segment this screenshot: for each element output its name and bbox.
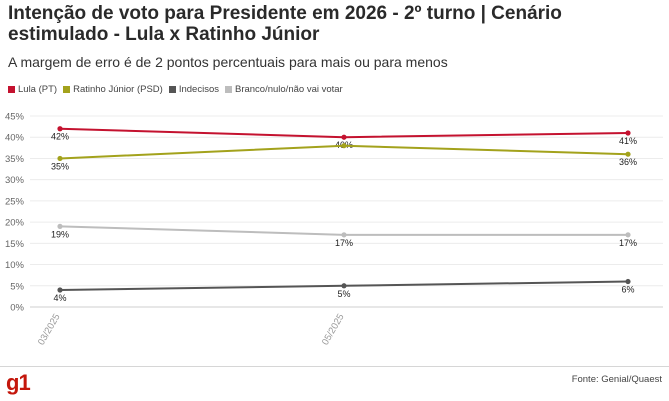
y-tick-label: 5% <box>10 281 24 292</box>
legend: Lula (PT) Ratinho Júnior (PSD) Indecisos Br… <box>8 84 349 95</box>
y-tick-label: 15% <box>5 239 25 250</box>
legend-label: Lula (PT) <box>18 84 58 95</box>
data-label-branco-nulo-nao-vai-votar: 17% <box>335 238 353 248</box>
data-label-indecisos: 5% <box>337 289 350 299</box>
source-note: Fonte: Genial/Quaest <box>571 374 662 385</box>
y-tick-label: 40% <box>5 133 25 144</box>
data-point-indecisos <box>625 278 631 285</box>
x-tick-label: 03/2025 <box>36 312 63 347</box>
y-tick-label: 35% <box>5 154 25 165</box>
chart-subtitle: A margem de erro é de 2 pontos percentua… <box>8 54 448 70</box>
legend-label: Indecisos <box>178 84 219 95</box>
data-point-branco-nulo-nao-vai-votar <box>341 232 347 238</box>
legend-item-ratinho-junior-psd: Ratinho Júnior (PSD) <box>63 84 163 95</box>
y-tick-label: 0% <box>10 303 24 314</box>
data-label-indecisos: 4% <box>53 293 66 303</box>
line-chart: 0% 5% 10% 15% 20% 25% 30% 35% 40% 45% 03/2025 05/20… <box>5 112 663 347</box>
data-point-ratinho-junior-psd <box>625 151 631 157</box>
data-point-indecisos <box>341 283 347 289</box>
footer-divider <box>0 366 669 367</box>
data-point-lula-pt <box>341 134 347 140</box>
data-label-indecisos: 6% <box>621 285 634 295</box>
legend-label: Ratinho Júnior (PSD) <box>73 84 163 95</box>
data-point-branco-nulo-nao-vai-votar <box>625 232 631 238</box>
y-tick-label: 30% <box>5 175 25 186</box>
data-label-branco-nulo-nao-vai-votar: 19% <box>51 229 69 239</box>
legend-swatch <box>63 86 71 93</box>
data-label-lula-pt: 41% <box>619 136 637 146</box>
g1-logo: g1 <box>6 370 31 395</box>
data-point-ratinho-junior-psd <box>341 143 347 149</box>
legend-swatch <box>8 86 15 93</box>
legend-label: Branco/nulo/não vai votar <box>234 84 343 95</box>
y-tick-label: 25% <box>5 196 25 207</box>
legend-item-branco-nulo-nao-vai-votar: Branco/nulo/não vai votar <box>224 84 343 95</box>
chart-title: Intenção de voto para Presidente em 2026… <box>8 3 562 45</box>
data-label-ratinho-junior-psd: 36% <box>619 157 637 167</box>
y-tick-label: 45% <box>5 112 25 123</box>
data-point-indecisos <box>57 287 63 293</box>
legend-swatch <box>224 86 232 93</box>
data-point-lula-pt <box>625 130 631 136</box>
y-tick-label: 10% <box>5 260 25 271</box>
data-point-lula-pt <box>57 126 63 132</box>
legend-swatch <box>168 86 176 93</box>
data-point-branco-nulo-nao-vai-votar <box>57 223 63 229</box>
data-point-ratinho-junior-psd <box>57 155 63 162</box>
legend-item-lula-pt: Lula (PT) <box>8 84 57 95</box>
data-label-ratinho-junior-psd: 35% <box>51 161 69 171</box>
data-label-lula-pt: 42% <box>51 132 69 142</box>
x-tick-label: 05/2025 <box>320 312 347 347</box>
data-label-branco-nulo-nao-vai-votar: 17% <box>619 238 637 248</box>
y-tick-label: 20% <box>5 218 25 229</box>
legend-item-indecisos: Indecisos <box>168 84 219 95</box>
